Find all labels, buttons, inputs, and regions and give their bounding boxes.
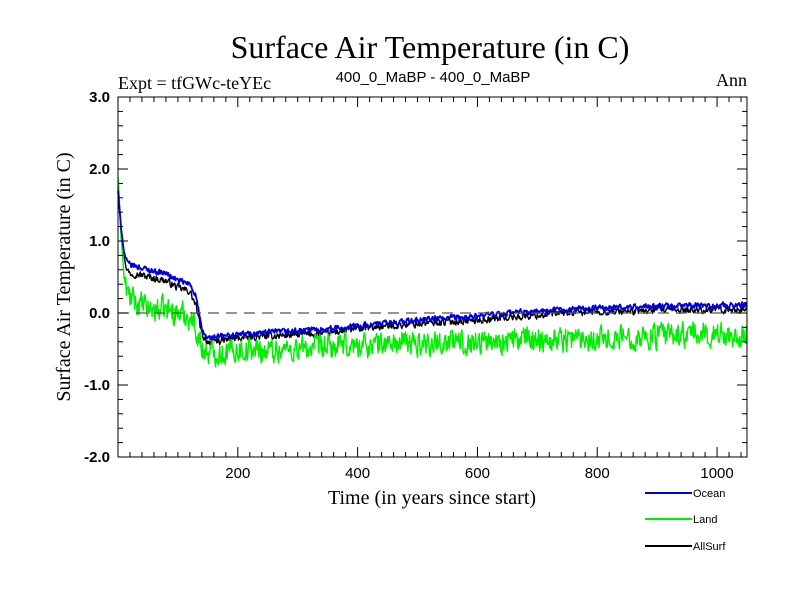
season-label: Ann	[716, 70, 747, 90]
x-tick-label: 400	[345, 465, 370, 482]
plot-series-group	[117, 177, 748, 368]
y-tick-label: 2.0	[89, 161, 110, 178]
x-tick-label: 800	[585, 465, 610, 482]
legend-label-ocean: Ocean	[693, 488, 725, 500]
series-line-land	[117, 177, 748, 368]
experiment-label: Expt = tfGWc-teYEc	[118, 73, 271, 93]
chart-title: Surface Air Temperature (in C)	[231, 29, 630, 65]
y-tick-label: 1.0	[89, 233, 110, 250]
y-tick-label: -1.0	[84, 377, 110, 394]
y-tick-label: 0.0	[89, 305, 110, 322]
legend: Ocean Land AllSurf	[645, 488, 726, 553]
y-tick-label: -2.0	[84, 449, 110, 466]
x-axis-label: Time (in years since start)	[328, 487, 536, 509]
x-tick-label: 200	[225, 465, 250, 482]
axis-ticks-group	[118, 96, 747, 458]
plot-frame	[117, 96, 748, 458]
legend-label-allsurf: AllSurf	[693, 541, 726, 553]
tick-labels-group: 200 400 600 800 1000 3.0 2.0 1.0 0.0 -1.0 -2.0	[84, 89, 734, 482]
x-tick-label: 1000	[700, 465, 733, 482]
series-line-ocean	[117, 190, 748, 341]
series-line-allsurf	[117, 187, 748, 346]
period-label: 400_0_MaBP - 400_0_MaBP	[336, 69, 531, 86]
legend-label-land: Land	[693, 514, 717, 526]
y-tick-label: 3.0	[89, 89, 110, 106]
y-axis-label: Surface Air Temperature (in C)	[53, 152, 75, 401]
x-tick-label: 600	[465, 465, 490, 482]
